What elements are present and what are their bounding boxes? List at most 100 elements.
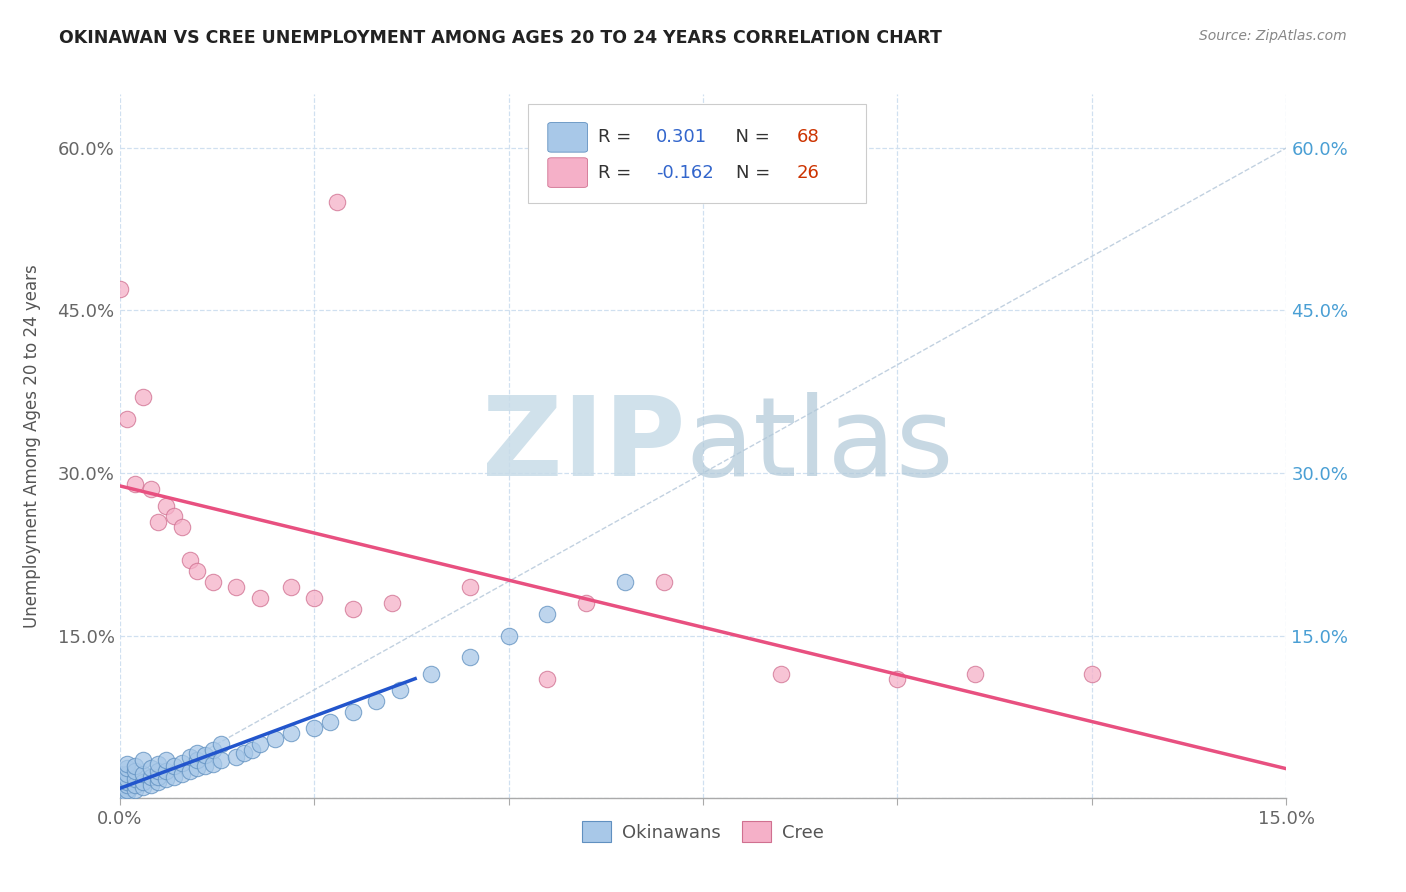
- Text: N =: N =: [724, 128, 776, 146]
- Point: [179, 750, 201, 764]
- Point: [108, 791, 131, 805]
- Point: [124, 477, 146, 491]
- FancyBboxPatch shape: [548, 122, 588, 153]
- Legend: Okinawans, Cree: Okinawans, Cree: [575, 814, 831, 849]
- Point: [132, 767, 155, 781]
- Point: [108, 786, 131, 800]
- Point: [458, 580, 481, 594]
- Point: [652, 574, 675, 589]
- Text: R =: R =: [598, 128, 637, 146]
- Point: [614, 574, 637, 589]
- Point: [240, 742, 263, 756]
- Point: [536, 607, 558, 621]
- Point: [117, 761, 139, 775]
- Point: [209, 737, 232, 751]
- Point: [148, 764, 170, 779]
- FancyBboxPatch shape: [548, 158, 588, 187]
- Point: [388, 682, 411, 697]
- Point: [155, 753, 177, 767]
- Point: [148, 775, 170, 789]
- Point: [249, 737, 271, 751]
- Point: [108, 791, 131, 805]
- Point: [194, 759, 217, 773]
- Text: R =: R =: [598, 163, 637, 182]
- Text: N =: N =: [735, 163, 776, 182]
- Point: [117, 775, 139, 789]
- Point: [458, 650, 481, 665]
- Point: [139, 483, 162, 497]
- FancyBboxPatch shape: [529, 104, 866, 202]
- Point: [186, 761, 208, 775]
- Point: [201, 742, 224, 756]
- Point: [886, 672, 908, 686]
- Point: [366, 694, 388, 708]
- Point: [225, 750, 247, 764]
- Point: [117, 782, 139, 797]
- Point: [342, 601, 364, 615]
- Point: [186, 746, 208, 760]
- Point: [201, 574, 224, 589]
- Point: [342, 705, 364, 719]
- Text: 26: 26: [796, 163, 820, 182]
- Point: [302, 591, 325, 605]
- Point: [148, 515, 170, 529]
- Point: [163, 770, 186, 784]
- Point: [108, 282, 131, 296]
- Point: [170, 520, 193, 534]
- Point: [155, 772, 177, 786]
- Point: [148, 756, 170, 771]
- Point: [179, 553, 201, 567]
- Point: [108, 783, 131, 797]
- Text: 0.301: 0.301: [657, 128, 707, 146]
- Point: [108, 780, 131, 795]
- Point: [117, 772, 139, 786]
- Point: [148, 770, 170, 784]
- Point: [498, 629, 520, 643]
- Point: [108, 788, 131, 802]
- Point: [117, 412, 139, 426]
- Point: [163, 509, 186, 524]
- Text: 68: 68: [796, 128, 820, 146]
- Point: [170, 756, 193, 770]
- Point: [381, 596, 404, 610]
- Point: [139, 761, 162, 775]
- Point: [155, 764, 177, 779]
- Point: [318, 715, 340, 730]
- Point: [108, 775, 131, 789]
- Point: [124, 764, 146, 779]
- Point: [124, 782, 146, 797]
- Point: [1081, 666, 1104, 681]
- Point: [179, 764, 201, 779]
- Point: [124, 759, 146, 773]
- Text: ZIP: ZIP: [482, 392, 686, 500]
- Point: [186, 753, 208, 767]
- Y-axis label: Unemployment Among Ages 20 to 24 years: Unemployment Among Ages 20 to 24 years: [22, 264, 41, 628]
- Point: [163, 759, 186, 773]
- Point: [124, 772, 146, 786]
- Point: [249, 591, 271, 605]
- Point: [233, 746, 256, 760]
- Point: [194, 747, 217, 762]
- Point: [264, 731, 287, 746]
- Point: [132, 775, 155, 789]
- Point: [132, 390, 155, 404]
- Point: [769, 666, 792, 681]
- Point: [225, 580, 247, 594]
- Point: [302, 721, 325, 735]
- Point: [201, 756, 224, 771]
- Point: [139, 778, 162, 792]
- Point: [186, 564, 208, 578]
- Point: [536, 672, 558, 686]
- Point: [132, 753, 155, 767]
- Point: [108, 767, 131, 781]
- Point: [965, 666, 987, 681]
- Point: [117, 756, 139, 771]
- Point: [132, 780, 155, 795]
- Point: [326, 195, 349, 210]
- Point: [419, 666, 441, 681]
- Point: [108, 778, 131, 792]
- Point: [280, 726, 302, 740]
- Point: [170, 767, 193, 781]
- Point: [117, 786, 139, 800]
- Point: [117, 778, 139, 792]
